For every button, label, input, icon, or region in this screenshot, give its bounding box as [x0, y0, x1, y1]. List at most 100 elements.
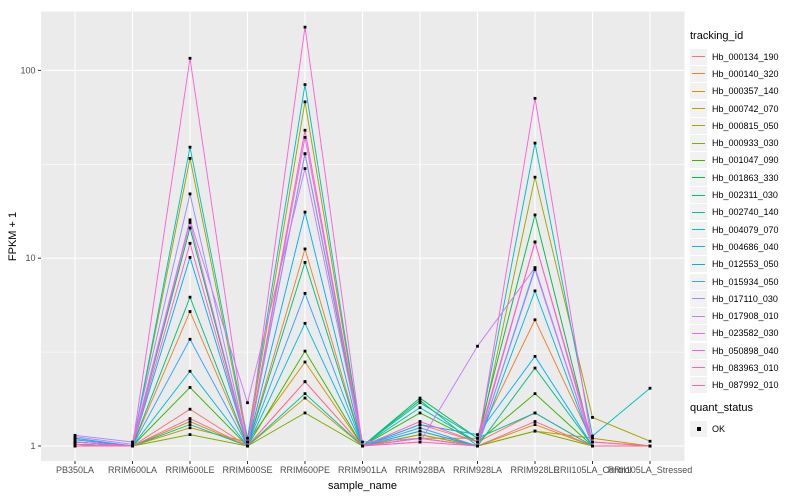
data-point — [303, 210, 307, 214]
series-swatch-icon — [690, 152, 707, 169]
data-point — [418, 433, 422, 437]
data-point — [533, 240, 537, 244]
data-point — [476, 436, 479, 440]
x-tick-label: RRIM928LA — [453, 465, 502, 475]
legend-item-label: Hb_012553_050 — [712, 259, 779, 270]
series-swatch-icon — [690, 221, 707, 238]
series-swatch-icon — [690, 117, 707, 134]
data-point — [303, 135, 307, 139]
data-point — [303, 83, 307, 87]
legend-item-label: Hb_000933_030 — [712, 138, 779, 149]
data-point — [303, 291, 307, 295]
data-point — [533, 266, 537, 270]
data-point — [188, 337, 192, 341]
legend-item-Hb_001863_330: Hb_001863_330 — [690, 169, 779, 186]
data-point — [188, 417, 192, 420]
legend-tracking-title: tracking_id — [690, 30, 744, 42]
data-point — [533, 141, 537, 145]
series-swatch-icon — [690, 342, 707, 359]
data-point — [131, 440, 134, 444]
data-point — [533, 392, 537, 396]
data-points — [73, 25, 652, 448]
data-point — [73, 442, 77, 446]
data-point — [73, 436, 77, 440]
data-point — [418, 423, 422, 427]
x-tick-label: RRIM928BA — [395, 465, 445, 475]
series-swatch-icon — [690, 325, 707, 342]
data-point — [648, 386, 652, 390]
data-point — [73, 444, 77, 448]
legend-item-label: Hb_017110_030 — [712, 293, 778, 304]
legend-item-Hb_087992_010: Hb_087992_010 — [690, 377, 779, 394]
series-swatch-icon — [690, 65, 707, 82]
legend-item-Hb_004686_040: Hb_004686_040 — [690, 238, 779, 255]
legend-item-label: Hb_001047_090 — [712, 155, 779, 166]
data-point — [418, 429, 422, 433]
x-tick-label: RRIM600SE — [222, 465, 272, 475]
legend-quant-title: quant_status — [690, 402, 753, 414]
data-point — [188, 420, 192, 423]
series-swatch-icon — [690, 238, 707, 255]
legend-item-label: Hb_001863_330 — [712, 172, 779, 183]
data-point — [131, 442, 134, 446]
data-point — [303, 392, 307, 396]
series-swatch-icon — [690, 359, 707, 376]
data-point — [246, 401, 249, 405]
legend-item-Hb_000815_050: Hb_000815_050 — [690, 117, 779, 134]
series-swatch-icon — [690, 273, 707, 290]
data-point — [188, 156, 192, 160]
legend-tracking-id: tracking_id Hb_000134_190 Hb_000140_320 Hb… — [690, 30, 779, 394]
legend-item-label: Hb_023582_030 — [712, 328, 779, 339]
data-point — [591, 444, 594, 448]
data-point — [418, 406, 422, 410]
legend-item-label: Hb_017908_010 — [712, 311, 779, 322]
legend-item-label: Hb_000134_190 — [712, 51, 779, 62]
data-point — [533, 423, 537, 427]
data-point — [591, 416, 594, 419]
x-tick-label: RRII105LA_Control — [553, 465, 631, 475]
legend-item-label: Hb_000742_070 — [712, 103, 779, 114]
data-point — [188, 241, 192, 245]
legend-item-label: Hb_087992_010 — [712, 380, 779, 391]
x-tick-label: RRIM600PE — [280, 465, 330, 475]
data-point — [188, 56, 192, 60]
data-point — [303, 247, 307, 251]
legend-item-Hb_083963_010: Hb_083963_010 — [690, 359, 779, 376]
data-point — [303, 396, 307, 400]
legend-item-label: Hb_015934_050 — [712, 276, 779, 287]
data-point — [591, 440, 594, 444]
legend-item-Hb_004079_070: Hb_004079_070 — [690, 221, 779, 238]
data-point — [303, 167, 307, 170]
legend-item-ok: OK — [690, 420, 753, 437]
series-points-Hb_087992_010 — [73, 380, 652, 448]
y-axis-title: FPKM + 1 — [7, 212, 19, 261]
data-point — [188, 221, 192, 224]
legend-item-Hb_000140_320: Hb_000140_320 — [690, 65, 779, 82]
data-point — [73, 435, 77, 439]
legend-item-label: Hb_083963_010 — [712, 362, 779, 373]
legend-item-Hb_001047_090: Hb_001047_090 — [690, 152, 779, 169]
data-point — [418, 420, 422, 423]
data-point — [361, 444, 364, 448]
data-point — [188, 369, 192, 373]
data-point — [418, 401, 422, 405]
legend-quant-status: quant_status OK — [690, 402, 753, 437]
legend-item-Hb_000742_070: Hb_000742_070 — [690, 100, 779, 117]
data-point — [533, 268, 537, 271]
data-point — [188, 433, 192, 437]
data-point — [73, 433, 77, 437]
data-point — [188, 192, 192, 196]
x-tick-label: RRIM600LE — [165, 465, 214, 475]
data-point — [533, 96, 537, 100]
data-point — [303, 411, 307, 415]
data-point — [188, 255, 192, 259]
data-point — [303, 25, 307, 29]
series-swatch-icon — [690, 204, 707, 221]
data-point — [188, 295, 192, 299]
data-point — [246, 436, 249, 440]
data-point — [246, 440, 249, 444]
x-tick-label: PB350LA — [56, 465, 94, 475]
data-point — [476, 440, 479, 444]
